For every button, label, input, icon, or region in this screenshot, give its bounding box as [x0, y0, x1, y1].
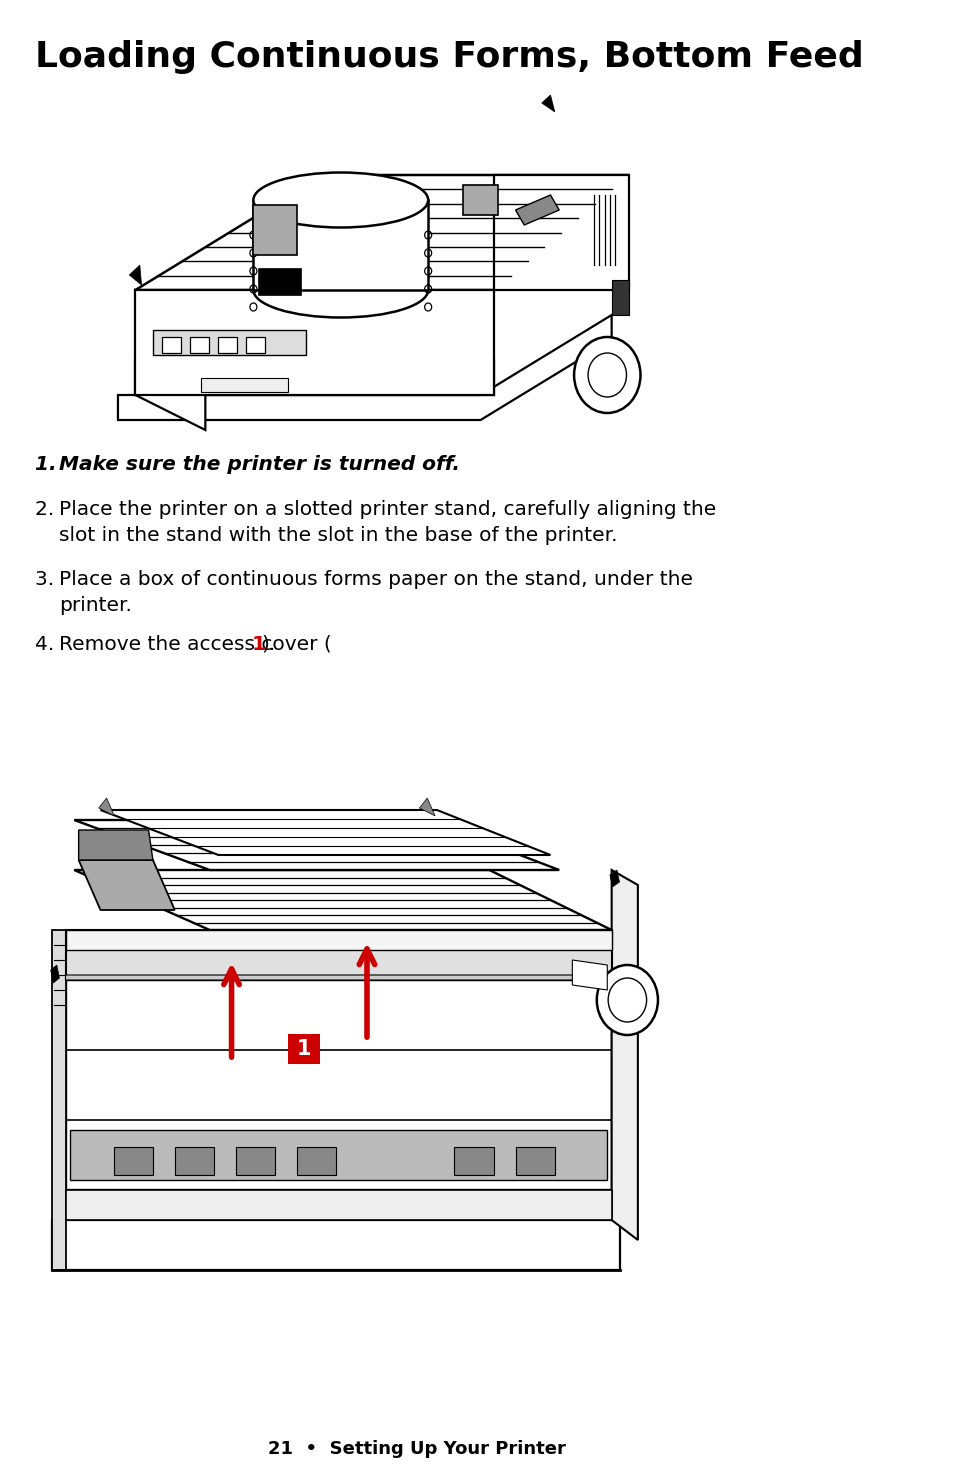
Text: 1: 1: [252, 636, 265, 653]
Circle shape: [574, 336, 639, 413]
Text: Place a box of continuous forms paper on the stand, under the: Place a box of continuous forms paper on…: [59, 569, 693, 589]
Polygon shape: [52, 931, 66, 1270]
Polygon shape: [66, 975, 611, 979]
Polygon shape: [66, 979, 611, 1190]
Polygon shape: [152, 330, 306, 355]
Text: 2.: 2.: [35, 500, 60, 519]
Bar: [288, 1034, 319, 1063]
Polygon shape: [541, 94, 555, 112]
Ellipse shape: [253, 173, 428, 227]
Text: 21  •  Setting Up Your Printer: 21 • Setting Up Your Printer: [268, 1440, 565, 1457]
Polygon shape: [257, 268, 301, 295]
Circle shape: [597, 965, 658, 1035]
Bar: [235, 1148, 275, 1176]
Ellipse shape: [253, 263, 428, 317]
Polygon shape: [135, 176, 628, 291]
Text: Make sure the printer is turned off.: Make sure the printer is turned off.: [59, 454, 460, 473]
Polygon shape: [515, 195, 558, 226]
Polygon shape: [74, 870, 611, 931]
Text: printer.: printer.: [59, 596, 132, 615]
Text: Loading Continuous Forms, Bottom Feed: Loading Continuous Forms, Bottom Feed: [35, 40, 862, 74]
Bar: [454, 1148, 493, 1176]
Polygon shape: [462, 184, 497, 215]
Polygon shape: [135, 291, 205, 431]
Polygon shape: [201, 378, 288, 392]
Polygon shape: [66, 931, 611, 950]
Text: Place the printer on a slotted printer stand, carefully aligning the: Place the printer on a slotted printer s…: [59, 500, 716, 519]
Polygon shape: [66, 931, 611, 979]
Text: 1.: 1.: [35, 454, 64, 473]
Text: slot in the stand with the slot in the base of the printer.: slot in the stand with the slot in the b…: [59, 527, 618, 544]
Polygon shape: [611, 870, 638, 1240]
Polygon shape: [98, 798, 114, 816]
Polygon shape: [135, 360, 493, 395]
Bar: [296, 1148, 336, 1176]
Text: 3.: 3.: [35, 569, 60, 589]
Polygon shape: [66, 1190, 611, 1220]
Polygon shape: [253, 201, 428, 291]
Polygon shape: [135, 291, 493, 395]
Polygon shape: [253, 205, 296, 255]
Polygon shape: [611, 280, 628, 316]
Bar: [245, 336, 265, 353]
Polygon shape: [609, 870, 618, 886]
Text: Remove the access cover (: Remove the access cover (: [59, 636, 332, 653]
Text: ).: ).: [261, 636, 275, 653]
Polygon shape: [130, 266, 141, 285]
Bar: [217, 336, 236, 353]
Polygon shape: [70, 1130, 607, 1180]
Polygon shape: [419, 798, 435, 816]
Bar: [515, 1148, 555, 1176]
Text: 4.: 4.: [35, 636, 60, 653]
Polygon shape: [493, 176, 628, 291]
Polygon shape: [51, 965, 59, 982]
Polygon shape: [100, 810, 550, 856]
Polygon shape: [118, 316, 611, 420]
Polygon shape: [78, 830, 152, 860]
Bar: [161, 336, 181, 353]
Bar: [190, 336, 209, 353]
Polygon shape: [572, 960, 607, 990]
Polygon shape: [301, 176, 384, 291]
Polygon shape: [74, 820, 558, 870]
Polygon shape: [52, 1220, 619, 1270]
Text: 1: 1: [296, 1038, 311, 1059]
Bar: [113, 1148, 152, 1176]
Polygon shape: [78, 860, 174, 910]
Bar: [174, 1148, 213, 1176]
